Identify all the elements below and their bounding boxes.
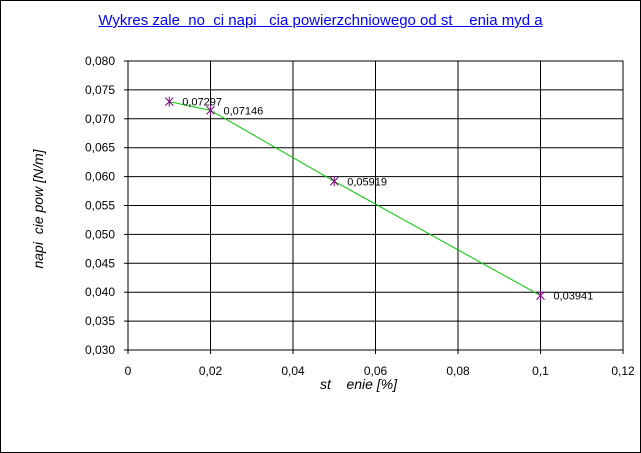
y-tick-label: 0,065 — [85, 141, 115, 155]
x-tick-label: 0,06 — [364, 364, 388, 378]
y-tick-label: 0,040 — [85, 285, 115, 299]
data-point — [164, 96, 174, 107]
data-label: 0,07297 — [182, 97, 222, 109]
chart-title: Wykres zale no ci napi cia powierzchniow… — [98, 12, 543, 29]
y-tick-label: 0,080 — [85, 54, 115, 68]
data-label: 0,05919 — [347, 176, 387, 188]
x-tick-label: 0,04 — [281, 364, 305, 378]
x-tick-label: 0,02 — [199, 364, 223, 378]
x-tick-label: 0,12 — [611, 364, 635, 378]
x-tick-label: 0,1 — [532, 364, 549, 378]
x-axis-label: st enie [%] — [320, 376, 398, 392]
data-point — [329, 176, 339, 187]
axis-ticks: 0 0,02 0,04 0,06 0,08 0,1 0,12 0,030 0,035 0,040 0… — [85, 54, 635, 378]
grid — [128, 61, 623, 350]
x-tick-label: 0 — [125, 364, 132, 378]
y-tick-label: 0,060 — [85, 170, 115, 184]
y-tick-label: 0,055 — [85, 199, 115, 213]
data-label: 0,07146 — [224, 105, 264, 117]
y-tick-label: 0,050 — [85, 227, 115, 241]
series-line — [169, 101, 541, 297]
data-point — [536, 290, 545, 301]
y-tick-label: 0,075 — [85, 83, 115, 97]
y-tick-label: 0,045 — [85, 256, 115, 270]
y-tick-label: 0,070 — [85, 112, 115, 126]
x-tick-label: 0,08 — [446, 364, 470, 378]
y-tick-label: 0,030 — [85, 343, 115, 357]
data-label: 0,03941 — [554, 291, 594, 303]
data-point — [206, 105, 215, 116]
y-tick-label: 0,035 — [85, 314, 115, 328]
